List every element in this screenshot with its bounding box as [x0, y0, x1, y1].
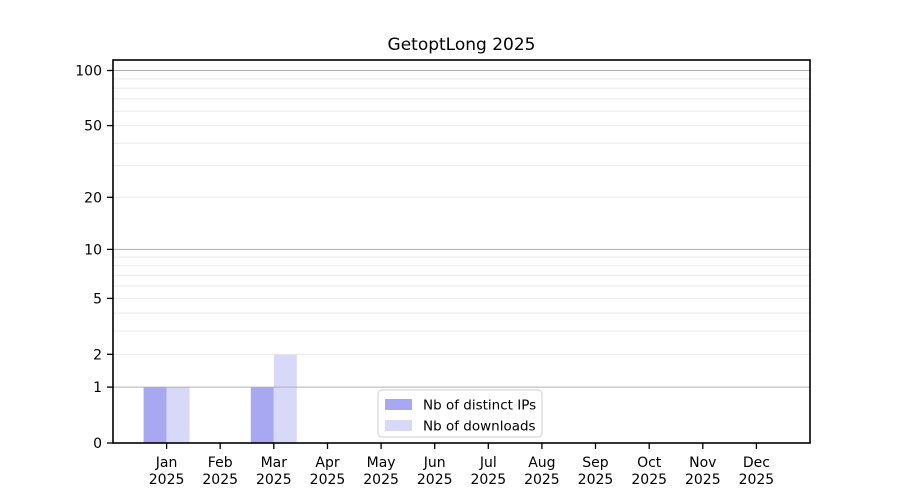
y-tick-label: 20: [84, 190, 102, 206]
x-tick-label-year: 2025: [202, 472, 238, 488]
x-tick-label-year: 2025: [739, 472, 775, 488]
y-tick-label: 10: [84, 242, 102, 258]
chart-title: GetoptLong 2025: [387, 35, 536, 55]
x-tick-label-year: 2025: [524, 472, 560, 488]
legend-box: [377, 389, 543, 438]
legend-label-nb-of-distinct-ips: Nb of distinct IPs: [423, 398, 536, 414]
x-tick-label-month: Aug: [528, 455, 555, 471]
x-tick-label-year: 2025: [363, 472, 399, 488]
x-tick-label-month: Mar: [261, 455, 288, 471]
bar-nb-of-distinct-ips-mar: [250, 387, 274, 443]
x-tick-label-year: 2025: [310, 472, 346, 488]
legend-label-nb-of-downloads: Nb of downloads: [423, 419, 536, 435]
x-tick-label-year: 2025: [417, 472, 453, 488]
bar-nb-of-distinct-ips-jan: [143, 387, 167, 443]
x-tick-label-month: Jan: [155, 455, 178, 471]
y-tick-label: 50: [84, 119, 102, 135]
x-tick-label-year: 2025: [470, 472, 506, 488]
bar-nb-of-downloads-jan: [166, 387, 190, 443]
y-tick-label: 2: [93, 347, 102, 363]
x-tick-label-year: 2025: [256, 472, 292, 488]
x-tick-label-year: 2025: [578, 472, 614, 488]
x-tick-label-month: Apr: [315, 455, 339, 471]
x-tick-label-month: Feb: [208, 455, 233, 471]
bar-nb-of-downloads-mar: [273, 354, 297, 443]
x-tick-label-year: 2025: [631, 472, 667, 488]
y-tick-label: 0: [93, 436, 102, 452]
legend-swatch-nb-of-distinct-ips: [385, 399, 412, 410]
y-tick-label: 5: [93, 291, 102, 307]
legend-swatch-nb-of-downloads: [385, 420, 412, 431]
x-tick-label-month: Jul: [479, 455, 497, 471]
x-tick-label-month: Jun: [423, 455, 446, 471]
x-tick-label-month: Dec: [743, 455, 770, 471]
x-tick-label-year: 2025: [149, 472, 185, 488]
y-tick-label: 100: [75, 64, 102, 80]
x-tick-label-month: Nov: [689, 455, 716, 471]
axes-frame: [112, 59, 811, 444]
y-tick-label: 1: [93, 380, 102, 396]
x-tick-label-month: Sep: [582, 455, 609, 471]
x-tick-label-month: Oct: [637, 455, 662, 471]
x-tick-label-year: 2025: [685, 472, 721, 488]
x-tick-label-month: May: [367, 455, 396, 471]
